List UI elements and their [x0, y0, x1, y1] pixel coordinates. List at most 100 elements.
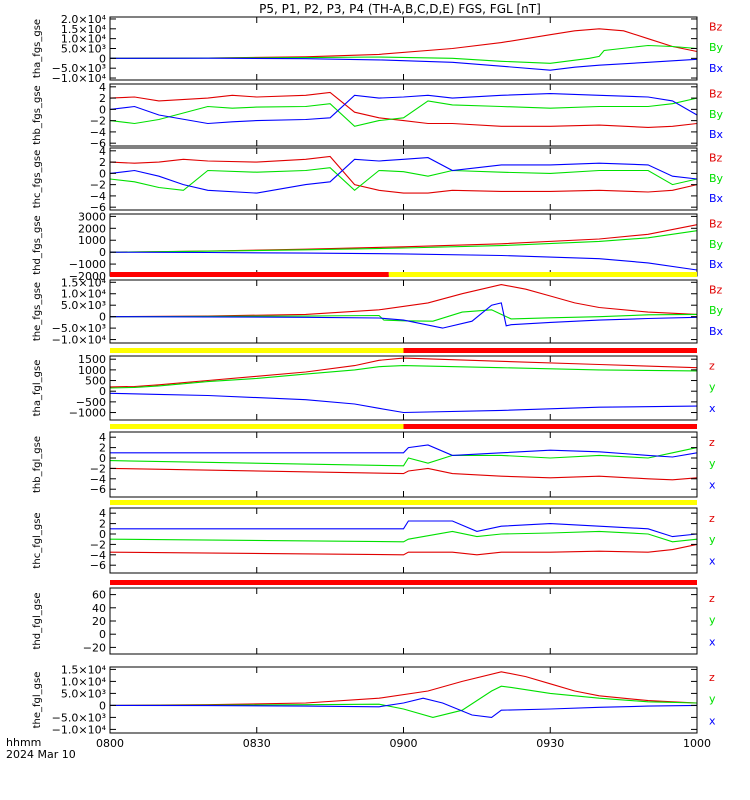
y-tick-label-2: 500	[85, 375, 106, 388]
y-tick-label-0: 1.5×10⁴	[61, 663, 107, 676]
y-tick-label-4: −500	[76, 396, 106, 409]
legend-entry-x: x	[709, 714, 716, 727]
y-tick-label-1: 1000	[78, 364, 106, 377]
y-tick-label-1: 2	[99, 518, 106, 531]
series-line-By	[109, 230, 698, 253]
y-tick-label-0: 4	[99, 507, 106, 520]
series-line-Bx	[109, 57, 698, 71]
y-tick-label-3: −2	[90, 462, 106, 475]
legend-entry-By: By	[709, 172, 724, 185]
legend-entry-Bx: Bx	[709, 128, 724, 141]
y-tick-label-1: 1.0×10⁴	[61, 288, 107, 301]
y-tick-label-3: 0	[99, 699, 106, 712]
y-tick-label-2: 5.0×10³	[61, 299, 106, 312]
y-axis-label: thb_fgl_gse	[32, 436, 43, 493]
y-tick-label-2: 1.0×10⁴	[61, 33, 107, 46]
legend-entry-By: By	[709, 41, 724, 54]
y-tick-label-3: 0	[99, 311, 106, 324]
y-axis-label: tha_fgl_gse	[32, 360, 43, 417]
x-axis: hhmm 2024 Mar 10 0800 0830 0900 0930 1000	[6, 736, 711, 761]
y-axis-label: thd_fgs_gse	[32, 215, 43, 274]
series-line-By	[109, 97, 698, 127]
data-quality-bar-0	[110, 272, 389, 277]
y-tick-label-5: −1000	[69, 407, 106, 420]
legend-entry-Bz: Bz	[709, 283, 723, 296]
y-tick-label-3: −2	[90, 538, 106, 551]
y-axis-label: thb_fgs_gse	[32, 85, 43, 144]
legend-entry-y: y	[709, 533, 716, 546]
series-line-z	[109, 467, 698, 481]
series-line-Bx	[109, 302, 698, 329]
panels: 2.0×10⁴1.5×10⁴1.0×10⁴5.0×10³0−5.0×10³−1.…	[32, 13, 724, 736]
panel-thc_fgl_gse: 420−2−4−6 thc_fgl_gse zyx	[32, 500, 716, 574]
y-tick-label-0: 4	[99, 145, 106, 158]
y-tick-label-2: 1000	[78, 234, 106, 247]
panel-tha_fgs_gse: 2.0×10⁴1.5×10⁴1.0×10⁴5.0×10³0−5.0×10³−1.…	[32, 13, 724, 85]
y-tick-label-3: 0	[99, 628, 106, 641]
y-tick-label-0: 4	[99, 81, 106, 94]
y-tick-label-1: 2	[99, 156, 106, 169]
legend-entry-Bz: Bz	[709, 87, 723, 100]
legend-entry-z: z	[709, 436, 715, 449]
y-tick-label-5: −6	[90, 201, 106, 214]
panel-thb_fgs_gse: 420−2−4−6 thb_fgs_gse Bz By Bx	[32, 81, 724, 150]
y-tick-label-4: −5.0×10³	[52, 711, 106, 724]
x-tick-label-0900: 0900	[390, 737, 418, 750]
legend-entry-By: By	[709, 304, 724, 317]
series-line-Bx	[109, 251, 698, 271]
y-tick-label-1: 2000	[78, 222, 106, 235]
legend-entry-Bx: Bx	[709, 62, 724, 75]
y-tick-label-3: 0	[99, 246, 106, 259]
legend-entry-Bx: Bx	[709, 258, 724, 271]
data-quality-bar-1	[388, 272, 697, 277]
y-tick-label-2: 0	[99, 103, 106, 116]
series-line-x	[110, 520, 698, 538]
legend-entry-By: By	[709, 238, 724, 251]
panel-frame	[109, 83, 698, 147]
series-line-x	[109, 392, 698, 414]
y-axis-label: the_fgs_gse	[32, 282, 43, 341]
x-tick-label-0930: 0930	[536, 737, 564, 750]
series-line-Bx	[109, 157, 698, 194]
series-line-z	[109, 357, 698, 388]
series-line-y	[109, 530, 698, 543]
data-quality-bar-1	[403, 348, 697, 353]
legend-entry-Bz: Bz	[709, 151, 723, 164]
y-tick-label-3: −2	[90, 115, 106, 128]
y-tick-label-1: 2	[99, 92, 106, 105]
y-tick-label-4: −20	[83, 641, 106, 654]
data-quality-bar-1	[403, 424, 697, 429]
legend-entry-y: y	[709, 457, 716, 470]
legend-entry-Bz: Bz	[709, 20, 723, 33]
series-line-By	[109, 309, 698, 322]
y-tick-label-5: −5.0×10³	[52, 62, 106, 75]
y-tick-label-4: −4	[90, 549, 106, 562]
series-line-y	[109, 685, 698, 718]
legend-entry-z: z	[709, 512, 715, 525]
y-tick-label-5: −1.0×10⁴	[52, 334, 107, 347]
data-quality-bar-0	[110, 580, 697, 585]
data-quality-bar-0	[110, 348, 404, 353]
legend-entry-z: z	[709, 592, 715, 605]
series-line-Bz	[109, 284, 698, 318]
series-line-Bz	[109, 155, 698, 194]
series-line-z	[109, 543, 698, 556]
y-tick-label-5: −2000	[69, 270, 106, 283]
legend-entry-x: x	[709, 402, 716, 415]
legend-entry-By: By	[709, 108, 724, 121]
panel-frame	[109, 666, 698, 734]
panel-thc_fgs_gse: 420−2−4−6 thc_fgs_gse Bz By Bx	[32, 145, 724, 214]
legend-entry-y: y	[709, 693, 716, 706]
y-tick-label-2: 0	[99, 528, 106, 541]
y-tick-label-3: −2	[90, 179, 106, 192]
series-line-Bx	[109, 93, 698, 125]
x-tick-label-0800: 0800	[96, 737, 124, 750]
legend-entry-Bz: Bz	[709, 217, 723, 230]
y-tick-label-0: 1500	[78, 353, 106, 366]
panel-thb_fgl_gse: 420−2−4−6 thb_fgl_gse zyx	[32, 424, 716, 498]
